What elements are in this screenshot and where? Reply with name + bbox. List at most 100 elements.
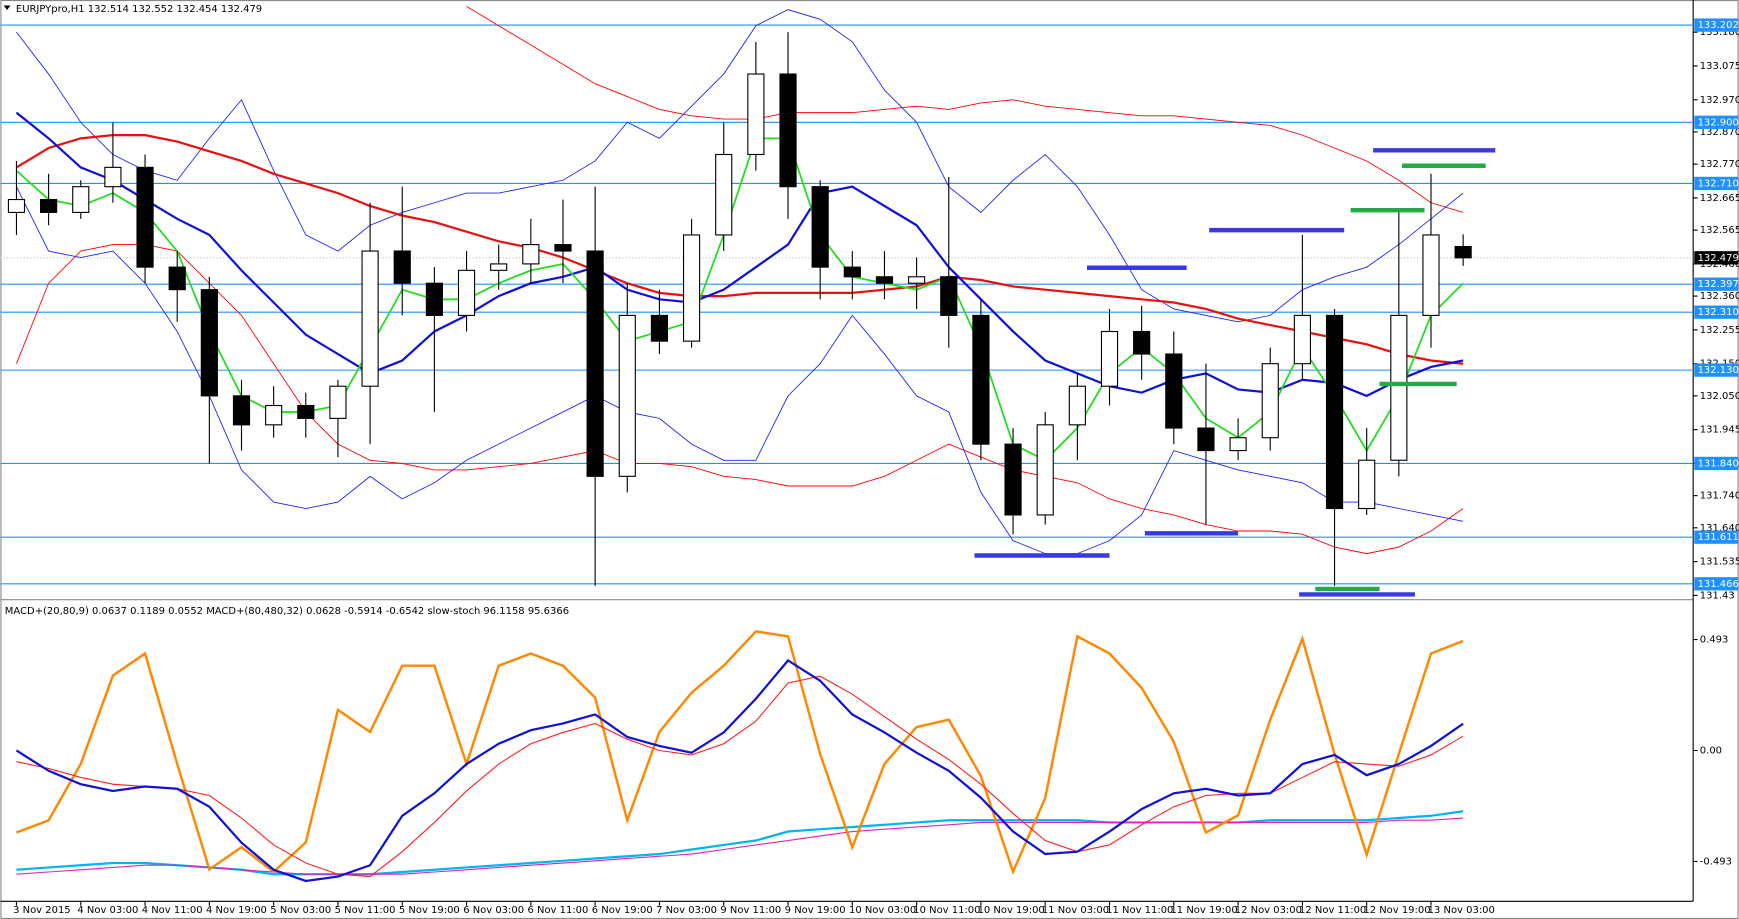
x-tick-label: 13 Nov 03:00 <box>1428 905 1495 916</box>
menu-arrow[interactable] <box>3 5 11 10</box>
sub-title: MACD+(20,80,9) 0.0637 0.1189 0.0552 MACD… <box>5 606 569 617</box>
candle-body <box>1133 330 1151 355</box>
candle-body <box>586 250 604 477</box>
candle-body <box>811 186 829 268</box>
indicator-line <box>15 659 1464 883</box>
candle-body <box>168 266 186 291</box>
indicator-line <box>16 244 1464 555</box>
x-tick-label: 10 Nov 11:00 <box>913 905 980 916</box>
candle-body <box>522 244 540 265</box>
y-tick-label: 132.360 <box>1700 291 1739 302</box>
candle-body <box>1036 424 1054 516</box>
y-tick-label: 132.970 <box>1700 95 1739 106</box>
candle-body <box>650 314 669 342</box>
level-label-box <box>1694 176 1739 191</box>
main-title: EURJPYpro,H1 132.514 132.552 132.454 132… <box>16 4 262 15</box>
indicator-line <box>16 186 1464 555</box>
candle-body <box>232 395 251 426</box>
x-tick-label: 4 Nov 19:00 <box>206 905 267 916</box>
level-label-box <box>1694 456 1739 471</box>
x-tick-label: 11 Nov 19:00 <box>1170 905 1237 916</box>
level-label: 132.130 <box>1698 365 1739 376</box>
y-tick-label: 0.00 <box>1700 745 1722 756</box>
x-tick-label: 7 Nov 03:00 <box>656 905 717 916</box>
x-tick-label: 10 Nov 19:00 <box>978 905 1045 916</box>
current-price-box <box>1694 251 1739 265</box>
level-label: 132.397 <box>1698 279 1739 290</box>
x-tick-label: 9 Nov 11:00 <box>720 905 781 916</box>
indicator-line <box>15 137 1464 462</box>
level-label-box <box>1694 530 1739 544</box>
y-tick-label: 131.535 <box>1700 557 1739 568</box>
y-tick-label: 132.665 <box>1700 193 1739 204</box>
candle-body <box>843 266 861 278</box>
candle-body <box>715 153 733 236</box>
candle-body <box>1390 314 1408 461</box>
candle-body <box>40 198 58 213</box>
x-tick-label: 12 Nov 19:00 <box>1363 905 1430 916</box>
level-label: 131.840 <box>1698 458 1739 469</box>
candle-body <box>1358 459 1376 510</box>
candle-body <box>1325 314 1344 510</box>
candle-body <box>136 166 154 268</box>
candle-body <box>425 282 443 316</box>
x-tick-label: 5 Nov 03:00 <box>270 905 331 916</box>
x-tick-label: 12 Nov 11:00 <box>1299 905 1366 916</box>
candle-body <box>7 198 26 213</box>
y-tick-label: 132.565 <box>1700 225 1739 236</box>
candle-body <box>618 314 636 477</box>
y-tick-label: 133.075 <box>1700 61 1739 72</box>
level-label-box <box>1694 577 1739 591</box>
indicator-line <box>16 675 1464 878</box>
y-tick-label: 133.180 <box>1700 27 1739 38</box>
y-tick-label: 132.255 <box>1700 325 1739 336</box>
candle-body <box>1197 427 1215 452</box>
current-price-label: 132.479 <box>1698 253 1739 264</box>
x-tick-label: 6 Nov 19:00 <box>592 905 653 916</box>
level-label-box <box>1694 363 1739 377</box>
candle-body <box>361 250 379 387</box>
x-tick-label: 10 Nov 03:00 <box>849 905 916 916</box>
indicator-line <box>15 134 1464 365</box>
y-tick-label: 131.945 <box>1700 425 1739 436</box>
x-tick-label: 12 Nov 03:00 <box>1235 905 1302 916</box>
candle-body <box>72 186 90 213</box>
candle-body <box>1454 245 1472 259</box>
candle-body <box>908 276 926 284</box>
indicator-line <box>15 111 1464 398</box>
x-tick-label: 6 Nov 11:00 <box>528 905 589 916</box>
x-tick-label: 11 Nov 03:00 <box>1042 905 1109 916</box>
level-label: 133.202 <box>1698 20 1739 31</box>
indicator-line <box>466 6 1464 213</box>
candle-body <box>972 314 990 445</box>
candle-body <box>1229 437 1247 452</box>
candle-body <box>393 250 411 284</box>
candle-body <box>329 385 347 419</box>
y-tick-label: 0.493 <box>1700 635 1729 646</box>
indicator-line <box>16 9 1464 323</box>
candle-body <box>1100 330 1119 387</box>
x-tick-label: 3 Nov 2015 <box>13 905 71 916</box>
level-label-box <box>1694 18 1739 32</box>
x-tick-label: 4 Nov 11:00 <box>142 905 203 916</box>
candle-body <box>265 404 283 426</box>
candle-body <box>747 73 765 156</box>
candle-body <box>1068 385 1086 426</box>
level-label-box <box>1694 115 1739 129</box>
level-label-box <box>1694 305 1739 319</box>
candle-body <box>1165 353 1183 429</box>
indicator-line <box>16 630 1464 876</box>
candle-body <box>940 276 958 316</box>
x-tick-label: 4 Nov 03:00 <box>77 905 138 916</box>
candle-body <box>1293 314 1311 365</box>
level-label: 132.310 <box>1698 307 1739 318</box>
candle-body <box>104 166 122 188</box>
candle-body <box>1422 234 1440 316</box>
level-label-box <box>1694 277 1739 291</box>
level-label: 132.710 <box>1698 178 1739 189</box>
candle-body <box>779 73 797 188</box>
y-tick-label: -0.493 <box>1700 856 1732 867</box>
candle-body <box>200 289 218 397</box>
level-label: 131.466 <box>1698 579 1739 590</box>
